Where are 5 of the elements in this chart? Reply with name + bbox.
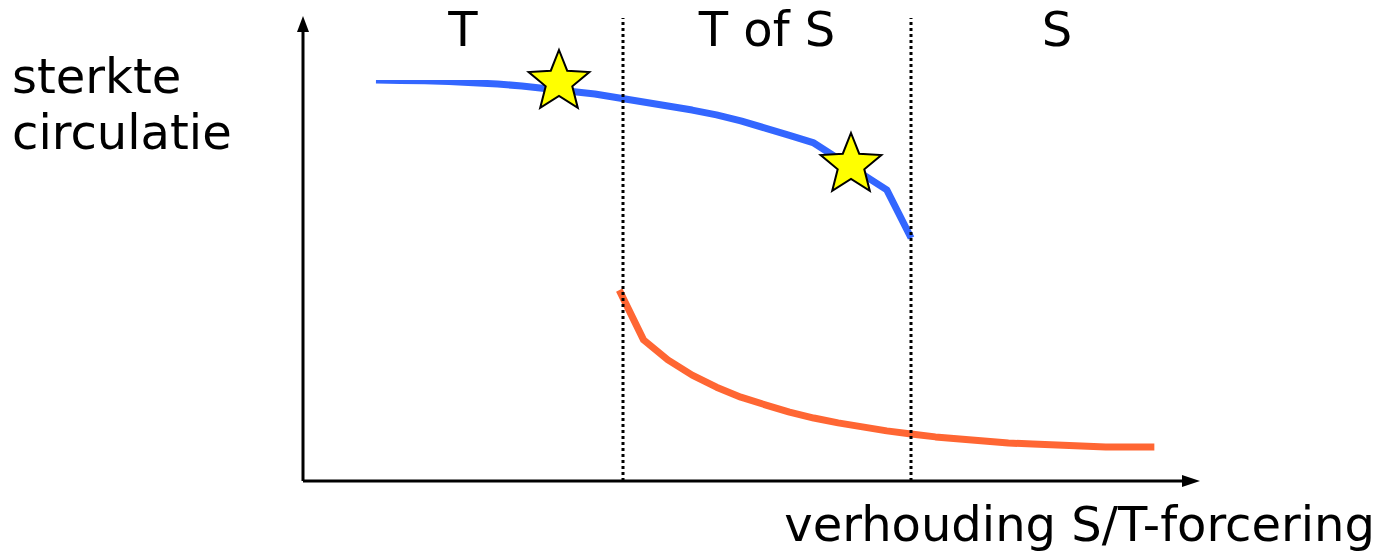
y-axis-title: sterkte circulatie bbox=[12, 48, 233, 160]
text: T of S bbox=[697, 1, 836, 58]
text: T bbox=[447, 1, 479, 58]
x-axis-title: verhouding S/T-forcering bbox=[784, 496, 1375, 552]
text: S bbox=[1041, 1, 1073, 58]
